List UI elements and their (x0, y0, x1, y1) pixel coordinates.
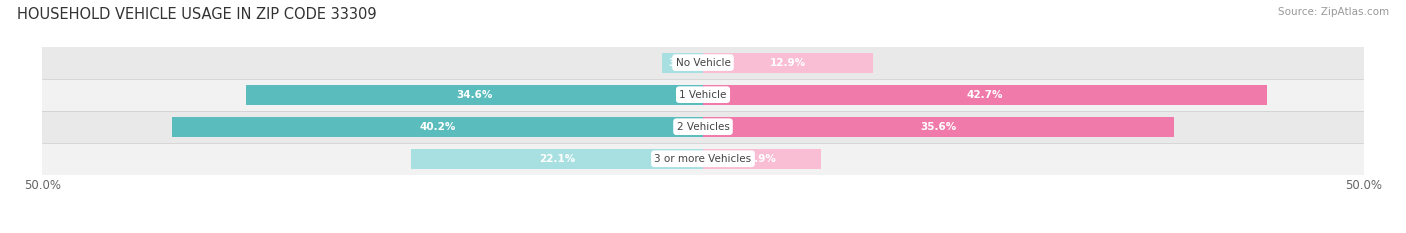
Bar (662, 53, 703, 72)
Text: 1 Vehicle: 1 Vehicle (679, 90, 727, 100)
Text: 3 or more Vehicles: 3 or more Vehicles (654, 154, 752, 164)
Bar (42, 143, 1364, 175)
Bar (703, 149, 821, 169)
Bar (411, 149, 703, 169)
Text: 42.7%: 42.7% (967, 90, 1004, 100)
Bar (246, 85, 703, 105)
Text: Source: ZipAtlas.com: Source: ZipAtlas.com (1278, 7, 1389, 17)
Bar (703, 53, 873, 72)
Bar (42, 111, 1364, 143)
Text: 8.9%: 8.9% (748, 154, 776, 164)
Bar (703, 85, 1267, 105)
Text: 2 Vehicles: 2 Vehicles (676, 122, 730, 132)
Bar (703, 117, 1174, 137)
Text: No Vehicle: No Vehicle (675, 58, 731, 68)
Text: 3.1%: 3.1% (668, 58, 697, 68)
Bar (42, 47, 1364, 79)
Bar (172, 117, 703, 137)
Text: HOUSEHOLD VEHICLE USAGE IN ZIP CODE 33309: HOUSEHOLD VEHICLE USAGE IN ZIP CODE 3330… (17, 7, 377, 22)
Text: 22.1%: 22.1% (538, 154, 575, 164)
Bar (42, 79, 1364, 111)
Text: 40.2%: 40.2% (419, 122, 456, 132)
Text: 12.9%: 12.9% (770, 58, 806, 68)
Text: 35.6%: 35.6% (920, 122, 956, 132)
Text: 34.6%: 34.6% (456, 90, 492, 100)
